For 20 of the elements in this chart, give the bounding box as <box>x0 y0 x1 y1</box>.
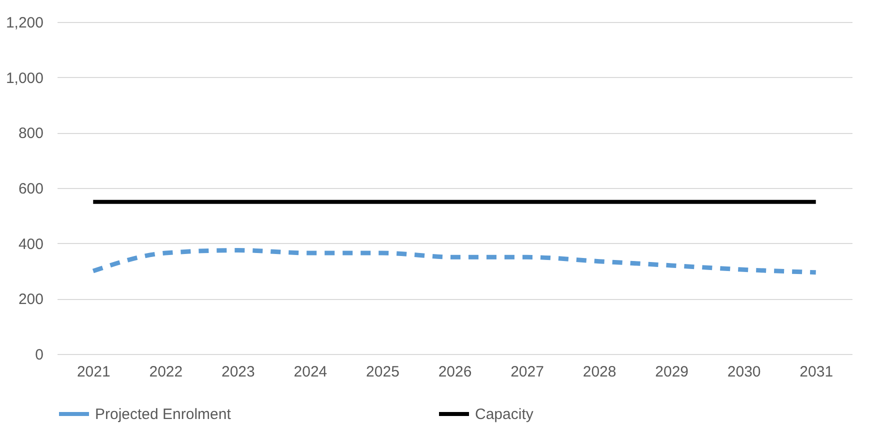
y-tick-label: 400 <box>18 236 44 253</box>
y-tick-label: 800 <box>18 125 44 142</box>
x-tick-label: 2031 <box>800 364 834 380</box>
legend-label: Capacity <box>475 406 534 423</box>
y-tick-label: 600 <box>18 180 44 198</box>
x-tick-label: 2022 <box>149 364 183 380</box>
x-tick-label: 2024 <box>294 364 328 380</box>
y-tick-label: 0 <box>35 346 44 364</box>
x-tick-label: 2023 <box>221 364 255 380</box>
y-tick-label: 1,000 <box>6 70 44 87</box>
y-tick-label: 200 <box>18 291 44 308</box>
x-tick-label: 2025 <box>366 364 400 380</box>
x-tick-label: 2030 <box>727 364 761 380</box>
x-tick-label: 2021 <box>76 364 110 380</box>
y-tick-label: 1,200 <box>6 14 44 32</box>
x-tick-label: 2026 <box>438 364 472 380</box>
x-tick-label: 2027 <box>510 364 544 380</box>
legend-label: Projected Enrolment <box>95 406 232 423</box>
x-tick-label: 2029 <box>655 364 689 380</box>
x-tick-label: 2028 <box>582 364 616 380</box>
